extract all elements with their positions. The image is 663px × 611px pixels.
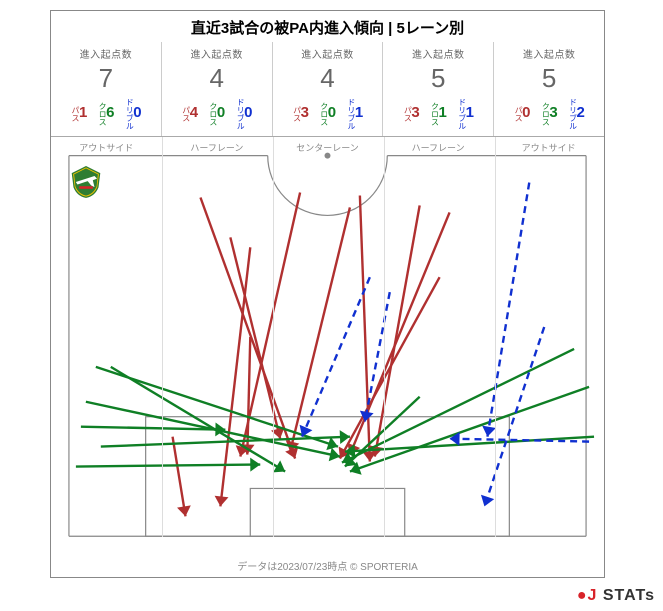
chart-title: 直近3試合の被PA内進入傾向 | 5レーン別 [51, 11, 604, 42]
footer-text: データは2023/07/23時点 © SPORTERIA [51, 558, 604, 573]
lane-divider [162, 137, 163, 537]
lane-breakdown: 1パス 6クロス 0ドリブル [53, 98, 159, 130]
lane-col: 進入起点数 7 1パス 6クロス 0ドリブル [51, 42, 161, 136]
brand-red: ●J [577, 587, 598, 604]
cross-count: 6クロス [97, 98, 114, 130]
cross-count: 3クロス [541, 98, 558, 130]
lane-header-label: 進入起点数 [385, 46, 491, 61]
chart-frame: 直近3試合の被PA内進入傾向 | 5レーン別 進入起点数 7 1パス 6クロス … [50, 10, 605, 578]
lane-header-label: 進入起点数 [164, 46, 270, 61]
pass-count: 3パス [292, 98, 309, 130]
lane-breakdown: 4パス 0クロス 0ドリブル [164, 98, 270, 130]
dribble-count: 1ドリブル [457, 98, 474, 130]
dribble-count: 2ドリブル [568, 98, 585, 130]
chart-container: 直近3試合の被PA内進入傾向 | 5レーン別 進入起点数 7 1パス 6クロス … [0, 0, 663, 611]
lane-header-label: 進入起点数 [53, 46, 159, 61]
lane-divider [273, 137, 274, 537]
pass-count: 4パス [181, 98, 198, 130]
cross-count: 1クロス [430, 98, 447, 130]
lane-total: 4 [164, 63, 270, 94]
team-logo [69, 165, 103, 199]
dribble-count: 0ドリブル [235, 98, 252, 130]
pass-count: 1パス [70, 98, 87, 130]
pass-count: 0パス [513, 98, 530, 130]
lane-total: 7 [53, 63, 159, 94]
pass-count: 3パス [403, 98, 420, 130]
brand-logo: ●J STATs [577, 587, 655, 605]
lane-breakdown: 3パス 0クロス 1ドリブル [275, 98, 381, 130]
lane-col: 進入起点数 4 4パス 0クロス 0ドリブル [161, 42, 272, 136]
entry-arrows [51, 137, 604, 537]
lane-breakdown: 3パス 1クロス 1ドリブル [385, 98, 491, 130]
dribble-count: 1ドリブル [346, 98, 363, 130]
lane-header-label: 進入起点数 [496, 46, 602, 61]
lane-header-label: 進入起点数 [275, 46, 381, 61]
lane-stats-header: 進入起点数 7 1パス 6クロス 0ドリブル 進入起点数 4 4パス 0クロス … [51, 42, 604, 137]
brand-rest: STATs [597, 587, 655, 604]
cross-count: 0クロス [319, 98, 336, 130]
lane-total: 5 [385, 63, 491, 94]
pitch-area: アウトサイドハーフレーンセンターレーンハーフレーンアウトサイド [51, 137, 604, 537]
dribble-count: 0ドリブル [124, 98, 141, 130]
lane-col: 進入起点数 5 3パス 1クロス 1ドリブル [382, 42, 493, 136]
cross-count: 0クロス [208, 98, 225, 130]
lane-col: 進入起点数 4 3パス 0クロス 1ドリブル [272, 42, 383, 136]
lane-total: 5 [496, 63, 602, 94]
lane-total: 4 [275, 63, 381, 94]
lane-divider [495, 137, 496, 537]
lane-breakdown: 0パス 3クロス 2ドリブル [496, 98, 602, 130]
lane-divider [384, 137, 385, 537]
lane-col: 進入起点数 5 0パス 3クロス 2ドリブル [493, 42, 604, 136]
